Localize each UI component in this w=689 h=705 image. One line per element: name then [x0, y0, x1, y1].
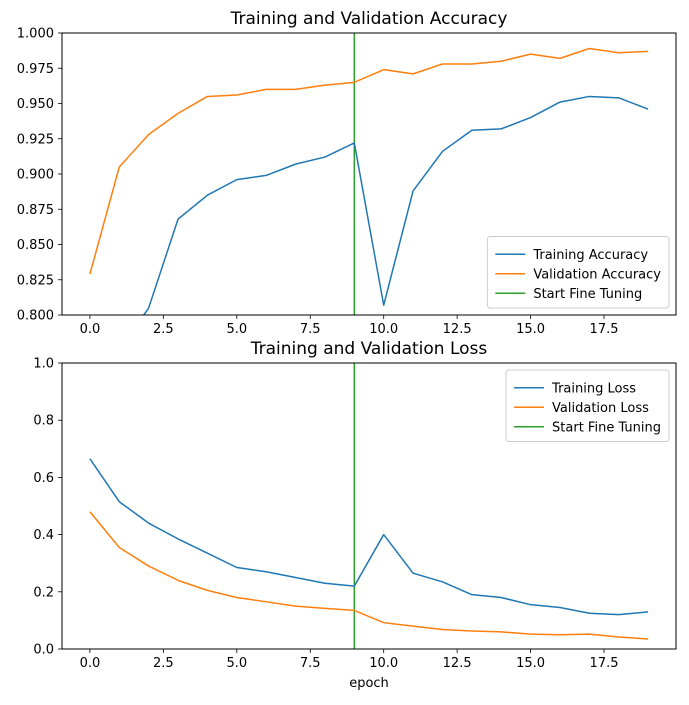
y-tick-label: 0.0	[33, 643, 54, 658]
validation-accuracy-line	[89, 47, 649, 275]
legend-box	[486, 236, 670, 309]
x-tick-label: 15.0	[516, 322, 545, 337]
legend-label-start-fine-tuning: Start Fine Tuning	[533, 287, 642, 302]
chart-title: Training and Validation Accuracy	[230, 9, 508, 29]
x-tick-label: 7.5	[300, 656, 321, 671]
y-tick-label: 0.8	[33, 414, 54, 429]
x-tick-label: 12.5	[443, 322, 472, 337]
y-tick-label: 0.4	[33, 528, 54, 543]
x-tick-label: 15.0	[516, 656, 545, 671]
chart-title: Training and Validation Loss	[250, 339, 488, 359]
x-tick-label: 2.5	[153, 656, 174, 671]
legend-label-validation-accuracy: Validation Accuracy	[533, 267, 661, 282]
legend-label-validation-loss: Validation Loss	[552, 401, 649, 416]
training-accuracy-line	[142, 95, 649, 315]
legend: Training Loss Validation Loss Start Fine T…	[505, 369, 670, 442]
legend-label-training-accuracy: Training Accuracy	[532, 248, 648, 263]
y-tick-label: 0.975	[17, 62, 54, 77]
legend-label-start-fine-tuning: Start Fine Tuning	[552, 420, 661, 435]
x-tick-label: 10.0	[369, 322, 398, 337]
x-axis-label: epoch	[349, 676, 389, 691]
legend: Training Accuracy Validation Accuracy Star…	[486, 236, 670, 309]
y-tick-label: 1.0	[33, 357, 54, 372]
x-tick-label: 0.0	[80, 322, 101, 337]
validation-loss-line	[89, 511, 649, 640]
y-tick-label: 0.6	[33, 471, 54, 486]
training-loss-line	[89, 458, 649, 616]
y-tick-label: 0.950	[17, 97, 54, 112]
x-tick-label: 5.0	[226, 322, 247, 337]
x-tick-label: 17.5	[590, 322, 619, 337]
chart-training-and-validation-accuracy: 0.0 2.5 5.0 7.5 10.0 12.5 15.0 17.5 0.800 0.825 0.…	[17, 9, 677, 337]
legend-box	[505, 369, 670, 442]
chart-training-and-validation-loss: 0.0 2.5 5.0 7.5 10.0 12.5 15.0 17.5 0.0 0.2 0.4 0.6…	[33, 339, 677, 691]
x-tick-label: 7.5	[300, 322, 321, 337]
plot-frame	[61, 362, 677, 650]
x-tick-label: 5.0	[226, 656, 247, 671]
x-tick-label: 12.5	[443, 656, 472, 671]
x-tick-label: 10.0	[369, 656, 398, 671]
y-tick-label: 0.875	[17, 203, 54, 218]
y-tick-label: 0.825	[17, 273, 54, 288]
y-tick-label: 0.850	[17, 238, 54, 253]
x-tick-label: 17.5	[590, 656, 619, 671]
legend-label-training-loss: Training Loss	[551, 381, 636, 396]
y-tick-label: 0.900	[17, 168, 54, 183]
x-tick-label: 0.0	[80, 656, 101, 671]
y-tick-label: 0.2	[33, 585, 54, 600]
x-tick-label: 2.5	[153, 322, 174, 337]
y-tick-label: 0.800	[17, 309, 54, 324]
y-tick-label: 1.000	[17, 27, 54, 42]
y-tick-label: 0.925	[17, 132, 54, 147]
